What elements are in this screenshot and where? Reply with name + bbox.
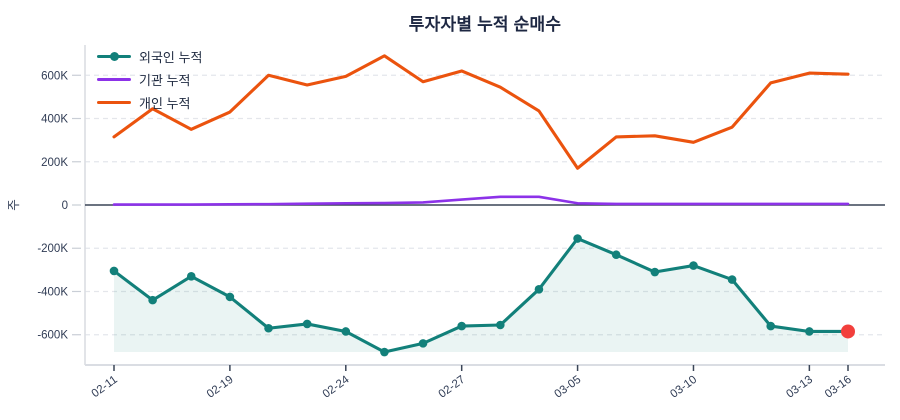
data-point-marker-foreign [302,319,312,329]
x-tick-label: 02-11 [90,374,120,400]
y-axis-title: 주 [7,199,21,211]
data-point-marker-foreign [457,321,466,331]
legend-item-institution[interactable]: 기관 누적 [97,70,202,88]
x-tick-label: 03-13 [784,374,815,401]
data-point-marker-foreign [573,234,582,243]
series-line-institution [112,195,850,206]
legend-label-individual: 개인 누적 [139,95,191,111]
data-point-marker-foreign [186,272,196,281]
legend-label-foreign: 외국인 누적 [139,49,203,65]
data-point-marker-foreign [805,327,814,336]
legend-line-icon [97,77,131,81]
data-point-marker-foreign [380,347,389,357]
series-line-individual [112,54,850,170]
x-tick-label: 02-19 [205,374,236,401]
legend-line-sample-foreign [97,47,131,65]
series-line-foreign [112,236,850,354]
y-tick-label: 400K [41,114,68,126]
legend-line-icon [97,100,131,104]
y-tick-label: 0 [62,200,68,212]
data-point-marker-foreign [727,275,737,284]
chart-title: 투자자별 누적 순매수 [408,15,562,34]
y-tick-label: -200K [37,243,68,255]
x-tick-label: 03-05 [552,374,583,401]
data-point-marker-foreign [264,323,273,333]
legend-line-sample-institution [97,70,131,88]
legend-label-institution: 기관 누적 [139,72,191,88]
legend-item-individual[interactable]: 개인 누적 [97,93,202,111]
data-point-marker-foreign [418,339,428,348]
legend-marker-dot-icon [110,51,119,61]
data-point-marker-foreign [148,295,157,305]
x-tick-label: 02-24 [321,373,352,400]
legend-line-sample-individual [97,93,131,111]
x-tick-label: 03-10 [668,374,699,401]
data-point-marker-foreign [225,292,235,302]
area-fill-foreign [114,238,848,353]
data-point-marker-foreign [766,321,776,331]
data-point-marker-foreign [496,320,505,330]
last-point-highlight-marker [841,324,855,339]
y-tick-label: -400K [37,286,68,298]
data-point-marker-foreign [534,285,544,294]
y-tick-label: 600K [41,70,68,82]
x-tick-label: 02-27 [437,374,468,401]
data-point-marker-foreign [611,250,621,260]
data-point-marker-foreign [341,327,351,336]
x-tick-label: 03-16 [823,374,854,401]
legend-item-foreign[interactable]: 외국인 누적 [97,47,202,65]
y-tick-label: 200K [41,157,68,169]
data-point-marker-foreign [650,267,660,277]
data-point-marker-foreign [689,261,698,270]
y-tick-label: -600K [37,330,68,342]
data-point-marker-foreign [109,266,119,276]
